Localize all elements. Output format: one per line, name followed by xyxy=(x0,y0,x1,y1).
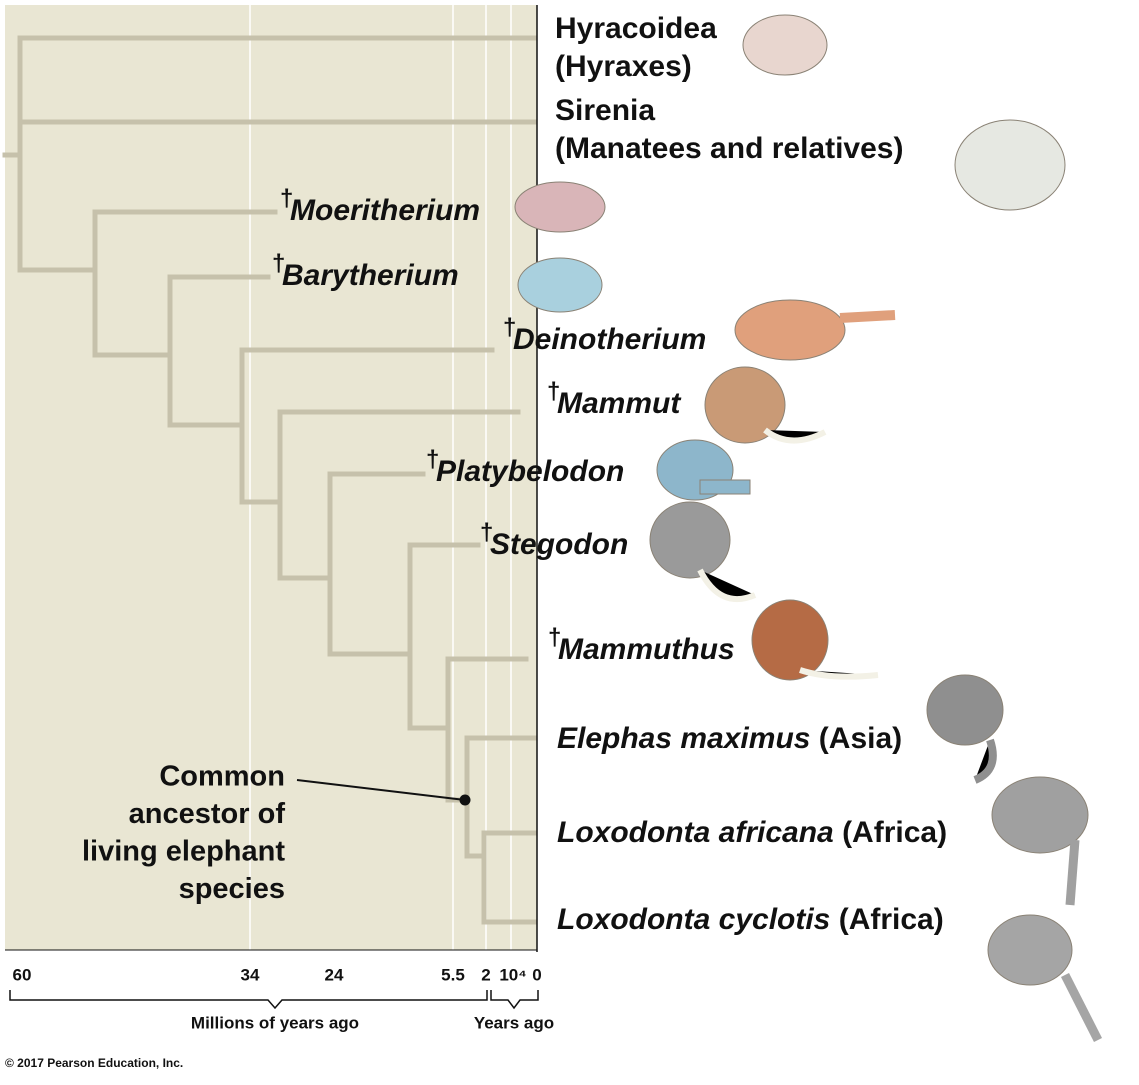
taxon-label: Mammut xyxy=(557,387,682,420)
taxon-label: Platybelodon xyxy=(436,455,624,488)
taxon-label: Loxodonta cyclotis (Africa) xyxy=(557,903,944,936)
taxon-name: Mammut xyxy=(557,387,682,420)
time-tick-label: 34 xyxy=(241,965,260,984)
taxon-region: (Asia) xyxy=(819,722,902,755)
taxon-name: Elephas maximus xyxy=(557,722,810,755)
tree-branches xyxy=(2,35,538,925)
taxon-name: Platybelodon xyxy=(436,455,624,488)
time-tick-label: 0 xyxy=(532,965,541,984)
taxon-name: Barytherium xyxy=(282,259,459,292)
taxon-name: Loxodonta africana xyxy=(557,816,834,849)
extinct-dagger: † xyxy=(547,378,560,405)
taxon-label: Moeritherium xyxy=(290,194,480,227)
taxon-region: (Africa) xyxy=(842,816,947,849)
time-tick-label: 10⁴ xyxy=(499,965,526,984)
taxon-label: Elephas maximus (Asia) xyxy=(557,722,902,755)
copyright: © 2017 Pearson Education, Inc. xyxy=(5,1056,183,1070)
taxon-label: Sirenia xyxy=(555,94,655,127)
annotation-line: species xyxy=(179,873,285,905)
annotation-line: ancestor of xyxy=(129,798,286,830)
pointer-line xyxy=(296,779,466,801)
extinct-dagger: † xyxy=(503,314,516,341)
annotation-line: Common xyxy=(159,761,285,793)
taxon-name: Sirenia xyxy=(555,94,655,127)
time-tick-label: 60 xyxy=(13,965,32,984)
taxon-name: Loxodonta cyclotis xyxy=(557,903,830,936)
taxon-name: Stegodon xyxy=(490,528,628,561)
time-tick-label: 5.5 xyxy=(441,965,465,984)
annotation-line: living elephant xyxy=(82,836,285,868)
taxon-name: Hyracoidea xyxy=(555,12,717,45)
time-axis-label: Millions of years ago xyxy=(191,1013,359,1032)
taxon-label: Hyracoidea xyxy=(555,12,717,45)
extinct-dagger: † xyxy=(480,519,493,546)
taxon-label: Barytherium xyxy=(282,259,459,292)
time-axis-label: Years ago xyxy=(474,1013,554,1032)
axis-brackets xyxy=(9,990,539,1010)
taxon-region: (Africa) xyxy=(839,903,944,936)
taxon-note: (Hyraxes) xyxy=(555,50,692,83)
extinct-dagger: † xyxy=(280,185,293,212)
extinct-dagger: † xyxy=(548,624,561,651)
taxon-label: Loxodonta africana (Africa) xyxy=(557,816,947,849)
taxon-name: Mammuthus xyxy=(558,633,735,666)
time-tick-label: 2 xyxy=(481,965,490,984)
time-tick-label: 24 xyxy=(325,965,344,984)
taxon-label: Deinotherium xyxy=(513,323,706,356)
taxon-note: (Manatees and relatives) xyxy=(555,132,903,165)
extinct-dagger: † xyxy=(272,250,285,277)
extinct-dagger: † xyxy=(426,446,439,473)
time-gridlines xyxy=(249,5,512,950)
taxon-label: Mammuthus xyxy=(558,633,735,666)
taxon-name: Deinotherium xyxy=(513,323,706,356)
ancestor-node xyxy=(459,794,471,806)
taxon-label: Stegodon xyxy=(490,528,628,561)
taxon-name: Moeritherium xyxy=(290,194,480,227)
animal-illustrations xyxy=(514,14,1103,1043)
